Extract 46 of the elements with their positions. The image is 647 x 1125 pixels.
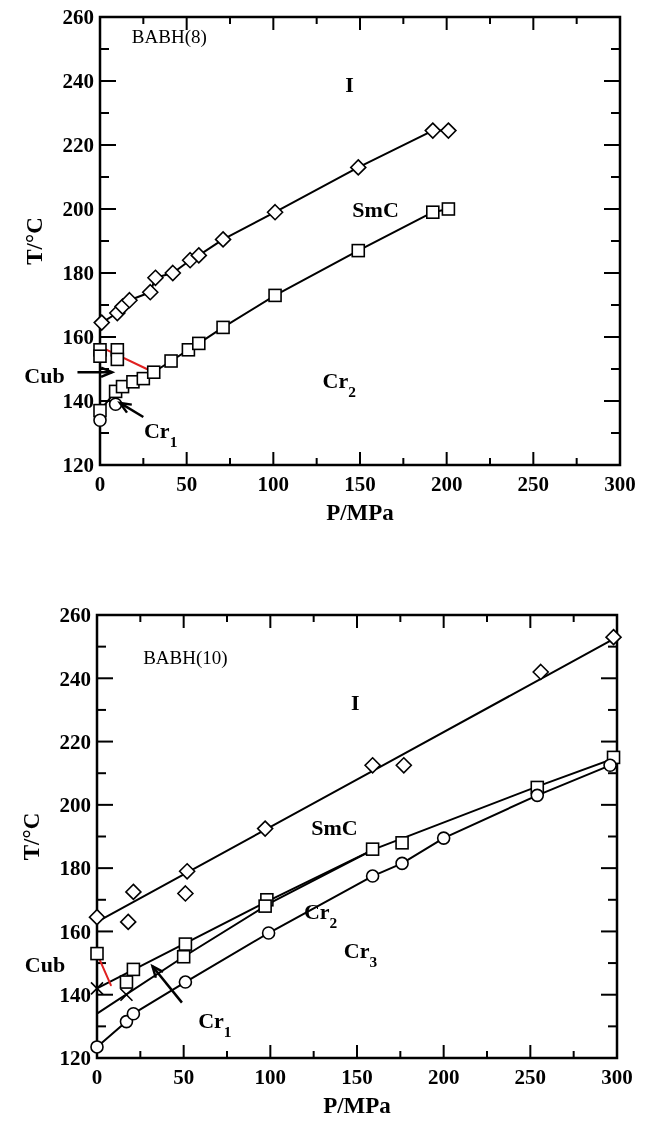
x-axis-title: P/MPa [323, 1093, 392, 1118]
y-tick-label: 140 [62, 389, 94, 414]
x-tick-label: 50 [176, 472, 198, 496]
y-tick-label: 120 [59, 1046, 91, 1071]
annotation: Cr$_{1}$ [143, 417, 178, 449]
y-tick-label: 240 [62, 69, 94, 94]
y-axis-title: T/°C [22, 217, 47, 265]
y-tick-label: 200 [62, 197, 94, 222]
annotation: BABH(10) [143, 647, 228, 670]
x-tick-label: 0 [91, 1065, 103, 1089]
annotation: I [345, 71, 354, 97]
y-tick-label: 160 [59, 919, 91, 944]
annotation: I [350, 689, 360, 715]
x-tick-label: 250 [517, 472, 550, 496]
annotation: Cr$_{2}$ [322, 367, 357, 400]
text: Cub [24, 363, 65, 389]
x-tick-label: 100 [254, 1065, 287, 1089]
y-tick-label: 220 [59, 729, 91, 754]
x-tick-label: 150 [341, 1065, 373, 1089]
x-tick-label: 200 [430, 472, 463, 496]
y-tick-label: 180 [59, 856, 91, 881]
y-tick-label: 140 [59, 983, 91, 1008]
y-tick-label: 220 [62, 133, 94, 158]
y-axis-title: T/°C [19, 812, 44, 861]
x-tick-label: 50 [173, 1065, 195, 1089]
text: Cub [24, 952, 66, 978]
x-axis-title: P/MPa [326, 500, 395, 525]
x-tick-label: 250 [514, 1065, 547, 1089]
y-tick-label: 200 [59, 793, 91, 818]
y-tick-label: 260 [59, 603, 91, 628]
annotation: BABH(8) [131, 25, 207, 48]
y-tick-label: 240 [59, 666, 91, 691]
annotation: SmC [311, 814, 358, 840]
y-tick-label: 160 [62, 325, 94, 350]
x-tick-label: 200 [427, 1065, 460, 1089]
x-tick-label: 300 [601, 1065, 633, 1089]
annotation: Cr$_{1}$ [198, 1007, 232, 1040]
x-tick-label: 100 [257, 472, 290, 496]
y-tick-label: 120 [62, 453, 94, 478]
x-tick-label: 300 [604, 472, 636, 496]
annotation: SmC [352, 196, 399, 222]
y-tick-label: 180 [62, 261, 94, 286]
annotation: Cr$_{3}$ [343, 938, 378, 970]
y-tick-label: 260 [62, 5, 94, 30]
x-tick-label: 0 [94, 472, 106, 496]
x-tick-label: 150 [344, 472, 376, 496]
